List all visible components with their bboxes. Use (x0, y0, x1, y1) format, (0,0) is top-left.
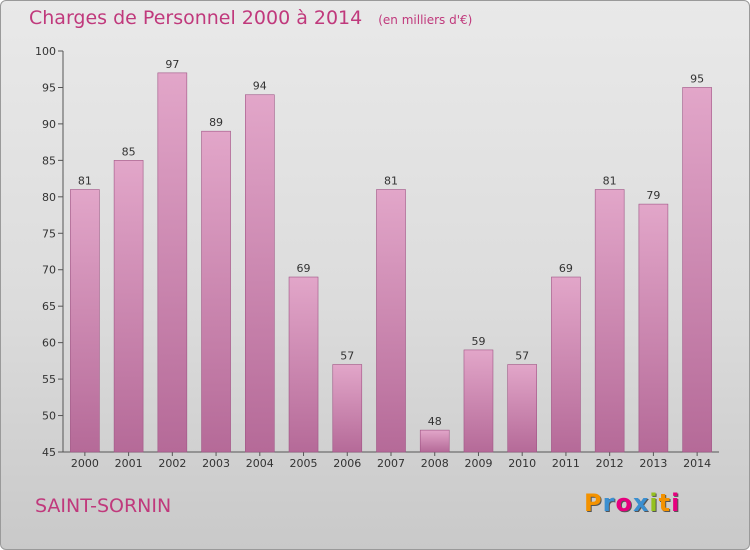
bar-value-label: 85 (122, 145, 136, 158)
bar-value-label: 57 (515, 350, 529, 363)
y-tick-label: 75 (42, 227, 56, 240)
bar-value-label: 69 (559, 262, 573, 275)
bar-value-label: 81 (603, 175, 617, 188)
bar-value-label: 81 (78, 175, 92, 188)
y-tick-label: 70 (42, 264, 56, 277)
x-tick-label: 2011 (552, 457, 580, 470)
logo-letter: i (671, 489, 681, 517)
title-row: Charges de Personnel 2000 à 2014 (en mill… (29, 7, 472, 29)
logo-letter: r (602, 489, 616, 517)
bar-value-label: 81 (384, 175, 398, 188)
proxiti-logo: Proxiti (584, 489, 680, 517)
y-tick-label: 45 (42, 446, 56, 459)
bar (376, 189, 406, 453)
logo-letter: i (649, 489, 659, 517)
chart-title: Charges de Personnel 2000 à 2014 (29, 7, 363, 29)
x-tick-label: 2014 (683, 457, 711, 470)
x-tick-label: 2009 (464, 457, 492, 470)
bar-value-label: 94 (253, 80, 267, 93)
bar-value-label: 95 (690, 72, 704, 85)
bar (638, 203, 669, 453)
bar (419, 429, 450, 453)
x-tick-label: 2004 (246, 457, 274, 470)
x-tick-label: 2005 (290, 457, 318, 470)
y-tick-label: 95 (42, 81, 56, 94)
bars: 81 85 97 89 94 69 57 81 48 59 57 69 81 79 95 (70, 58, 712, 453)
bar (201, 130, 231, 453)
x-tick-label: 2003 (202, 457, 230, 470)
bar-value-label: 79 (646, 189, 660, 202)
bar (245, 94, 275, 453)
y-tick-label: 50 (42, 410, 56, 423)
bar (594, 189, 625, 453)
place-name: SAINT-SORNIN (35, 495, 172, 517)
bar (463, 349, 494, 453)
x-tick-label: 2012 (596, 457, 624, 470)
y-tick-label: 65 (42, 300, 56, 313)
bar (157, 72, 188, 453)
logo-letter: o (615, 489, 633, 517)
bar-value-label: 57 (340, 350, 354, 363)
x-tick-label: 2008 (421, 457, 449, 470)
logo-letter: P (584, 489, 603, 517)
bar (332, 364, 363, 453)
y-tick-label: 60 (42, 337, 56, 350)
chart-subtitle: (en milliers d'€) (378, 13, 473, 27)
bar (113, 160, 144, 453)
logo-letter: x (632, 489, 650, 517)
y-tick-label: 100 (35, 45, 56, 58)
bar-value-label: 48 (428, 415, 442, 428)
logo-letter: t (658, 489, 672, 517)
y-tick-label: 80 (42, 191, 56, 204)
x-tick-label: 2007 (377, 457, 405, 470)
x-tick-label: 2001 (115, 457, 143, 470)
bar (507, 364, 538, 453)
y-tick-label: 85 (42, 154, 56, 167)
bar (682, 87, 712, 453)
x-tick-label: 2000 (71, 457, 99, 470)
bar (551, 276, 581, 453)
y-tick-label: 55 (42, 373, 56, 386)
bar-value-label: 69 (297, 262, 311, 275)
x-tick-label: 2013 (639, 457, 667, 470)
x-tick-label: 2006 (333, 457, 361, 470)
bar-value-label: 59 (471, 335, 485, 348)
bar-value-label: 97 (165, 58, 179, 71)
x-tick-label: 2010 (508, 457, 536, 470)
y-tick-label: 90 (42, 118, 56, 131)
bar-value-label: 89 (209, 116, 223, 129)
x-tick-label: 2002 (158, 457, 186, 470)
bar (288, 276, 319, 453)
bar (70, 189, 100, 453)
